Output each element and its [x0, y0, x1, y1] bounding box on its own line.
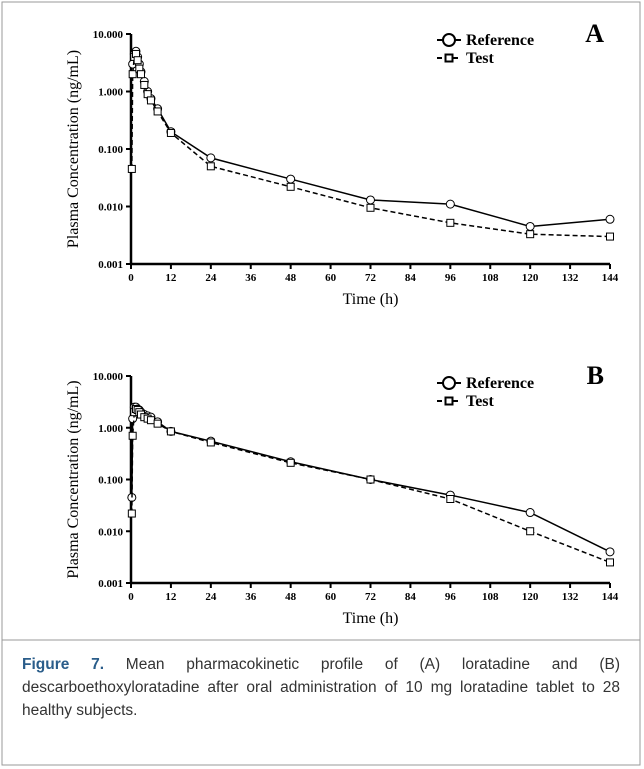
marker [446, 494, 455, 503]
y-tick-label: 0.010 [98, 202, 123, 214]
marker [525, 508, 535, 518]
x-tick-label: 120 [522, 591, 539, 603]
x-tick-label: 108 [482, 591, 499, 603]
x-tick-label: 132 [562, 591, 579, 603]
legend-label: Test [466, 50, 495, 67]
x-tick-label: 108 [482, 272, 499, 284]
marker [606, 558, 614, 567]
marker [127, 164, 136, 173]
x-tick-label: 24 [205, 272, 217, 284]
marker [606, 232, 614, 241]
marker [140, 80, 149, 89]
marker [166, 128, 175, 137]
marker [366, 475, 375, 484]
marker [445, 199, 455, 209]
marker [446, 218, 455, 227]
y-tick-label: 0.100 [98, 144, 123, 156]
marker [153, 107, 162, 116]
x-tick-label: 132 [562, 272, 579, 284]
x-tick-label: 36 [245, 591, 257, 603]
x-tick-label: 72 [365, 591, 377, 603]
y-tick-label: 10.000 [93, 29, 124, 41]
legend-marker [444, 396, 454, 406]
marker [128, 431, 137, 440]
x-tick-label: 84 [405, 591, 417, 603]
marker [526, 527, 535, 536]
x-tick-label: 0 [128, 272, 134, 284]
x-tick-label: 12 [165, 591, 177, 603]
y-tick-label: 10.000 [93, 371, 124, 383]
x-tick-label: 48 [285, 591, 297, 603]
x-tick-label: 60 [325, 272, 337, 284]
marker [605, 214, 615, 224]
legend-marker [442, 33, 456, 47]
legend-marker [444, 53, 454, 63]
marker [136, 70, 145, 79]
marker [166, 427, 175, 436]
x-axis-label: Time (h) [343, 610, 399, 627]
marker [605, 547, 615, 557]
marker [206, 153, 216, 163]
x-tick-label: 0 [128, 591, 134, 603]
y-tick-label: 1.000 [98, 423, 123, 435]
y-tick-label: 0.100 [98, 475, 123, 487]
marker [146, 416, 155, 425]
series-line [131, 407, 611, 564]
x-tick-label: 48 [285, 272, 297, 284]
marker [286, 182, 295, 191]
marker [146, 96, 155, 105]
x-tick-label: 12 [165, 272, 177, 284]
y-axis-label: Plasma Concentration (ng/mL) [65, 380, 82, 578]
x-tick-label: 96 [445, 591, 457, 603]
marker [286, 174, 296, 184]
panel-letter: A [585, 19, 604, 48]
marker [206, 438, 215, 447]
y-tick-label: 0.001 [98, 259, 123, 271]
marker [525, 221, 535, 231]
marker [128, 70, 137, 79]
x-tick-label: 96 [445, 272, 457, 284]
y-tick-label: 1.000 [98, 87, 123, 99]
y-tick-label: 0.001 [98, 578, 123, 590]
marker [153, 419, 162, 428]
x-tick-label: 144 [602, 591, 619, 603]
legend-label: Reference [466, 32, 534, 49]
legend-label: Reference [466, 375, 534, 392]
legend-label: Test [466, 393, 495, 410]
x-tick-label: 36 [245, 272, 257, 284]
caption: Figure 7. Mean pharmacokinetic profile o… [22, 653, 620, 722]
caption-label: Figure 7. [22, 656, 105, 673]
x-tick-label: 72 [365, 272, 377, 284]
x-tick-label: 120 [522, 272, 539, 284]
y-tick-label: 0.010 [98, 526, 123, 538]
caption-text: Mean pharmacokinetic profile of (A) lora… [22, 656, 620, 719]
x-axis-label: Time (h) [343, 291, 399, 308]
panel-letter: B [587, 361, 604, 390]
x-tick-label: 144 [602, 272, 619, 284]
marker [366, 195, 375, 205]
marker [366, 203, 375, 212]
x-tick-label: 60 [325, 591, 337, 603]
x-tick-label: 24 [205, 591, 217, 603]
marker [127, 509, 136, 518]
y-axis-label: Plasma Concentration (ng/mL) [65, 50, 82, 248]
marker [206, 162, 215, 171]
marker [133, 56, 142, 65]
marker [286, 458, 295, 467]
legend-marker [442, 376, 456, 390]
marker [526, 230, 535, 239]
x-tick-label: 84 [405, 272, 417, 284]
